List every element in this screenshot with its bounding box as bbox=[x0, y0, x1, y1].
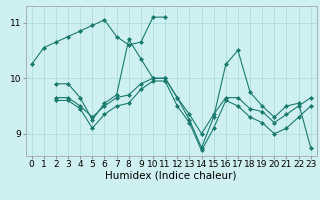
X-axis label: Humidex (Indice chaleur): Humidex (Indice chaleur) bbox=[106, 171, 237, 181]
